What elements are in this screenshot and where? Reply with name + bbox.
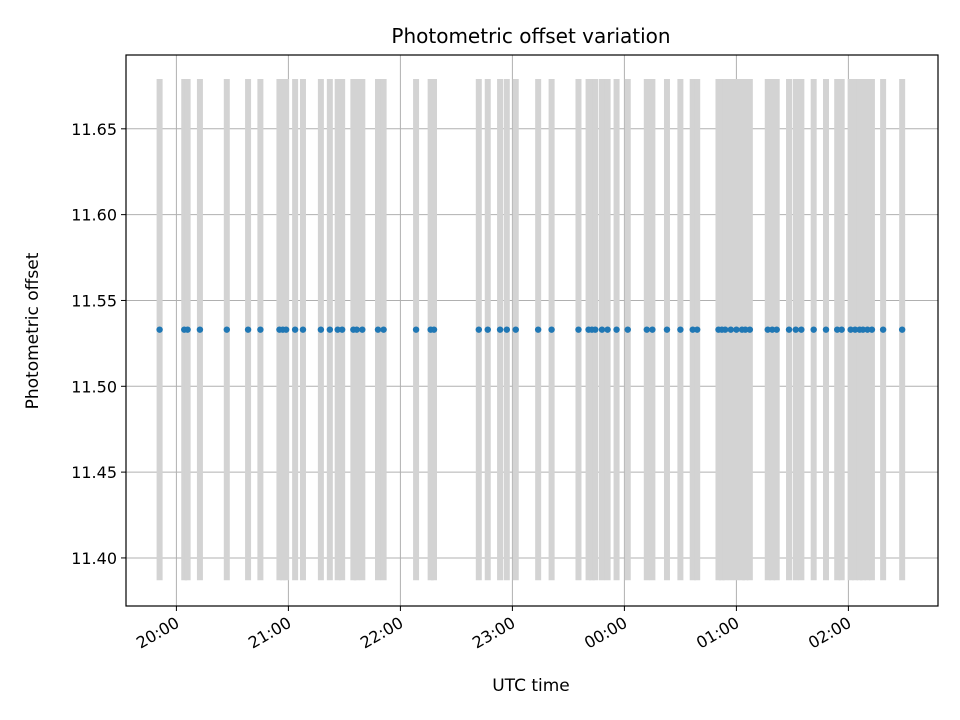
- data-point: [769, 326, 776, 333]
- data-point: [257, 326, 264, 333]
- data-point: [727, 326, 734, 333]
- data-point: [534, 326, 542, 333]
- chart-title: Photometric offset variation: [391, 24, 670, 48]
- data-point: [851, 326, 859, 333]
- data-point: [898, 326, 906, 333]
- data-point: [798, 326, 805, 333]
- data-point: [792, 326, 799, 333]
- y-tick-label: 11.60: [71, 206, 117, 225]
- data-point: [575, 326, 582, 333]
- x-axis-title: UTC time: [492, 676, 570, 696]
- data-point: [299, 326, 307, 333]
- y-tick-label: 11.65: [71, 120, 117, 139]
- data-point: [773, 326, 780, 333]
- data-point: [380, 326, 387, 333]
- data-point: [326, 326, 334, 333]
- data-point: [785, 326, 793, 333]
- data-point: [649, 326, 656, 333]
- data-point: [475, 326, 482, 333]
- data-point: [868, 326, 876, 333]
- data-point: [694, 326, 701, 333]
- y-axis-title: Photometric offset: [23, 252, 43, 409]
- data-point: [334, 326, 341, 333]
- data-point: [838, 326, 845, 333]
- data-point: [624, 326, 631, 333]
- data-point: [746, 326, 754, 333]
- data-point: [764, 326, 771, 333]
- y-tick-label: 11.45: [71, 463, 117, 482]
- data-point: [430, 326, 438, 333]
- data-point: [244, 326, 252, 333]
- plot-frame: [125, 54, 939, 607]
- data-point: [604, 326, 611, 333]
- data-point: [503, 326, 510, 333]
- data-point: [859, 326, 867, 333]
- y-tick-label: 11.50: [71, 377, 117, 396]
- data-point: [722, 326, 729, 333]
- data-point: [282, 326, 290, 333]
- data-point: [847, 326, 854, 333]
- data-point: [496, 326, 504, 333]
- data-points: [156, 326, 906, 333]
- data-point: [663, 326, 671, 333]
- y-tick-label: 11.55: [71, 291, 117, 310]
- data-point: [592, 326, 599, 333]
- data-point: [822, 326, 830, 333]
- data-point: [548, 326, 555, 333]
- data-point: [359, 326, 366, 333]
- data-point: [484, 326, 491, 333]
- data-point: [291, 326, 299, 333]
- data-point: [864, 326, 871, 333]
- data-point: [810, 326, 817, 333]
- data-point: [742, 326, 749, 333]
- data-point: [184, 326, 191, 333]
- data-point: [733, 326, 740, 333]
- data-point: [338, 326, 346, 333]
- data-point: [598, 326, 606, 333]
- data-point: [613, 326, 620, 333]
- data-point: [317, 326, 325, 333]
- data-point: [643, 326, 650, 333]
- data-point: [677, 326, 684, 333]
- data-point: [834, 326, 841, 333]
- data-point: [196, 326, 204, 333]
- data-point: [412, 326, 420, 333]
- data-point: [512, 326, 519, 333]
- data-point: [353, 326, 360, 333]
- data-point: [223, 326, 230, 333]
- y-tick-label: 11.40: [71, 549, 117, 568]
- data-point: [689, 326, 696, 333]
- data-point: [156, 326, 163, 333]
- data-point: [374, 326, 382, 333]
- data-point: [879, 326, 887, 333]
- y-axis-ticks: 11.40 11.45 11.50 11.55 11.60 11.65: [71, 120, 126, 568]
